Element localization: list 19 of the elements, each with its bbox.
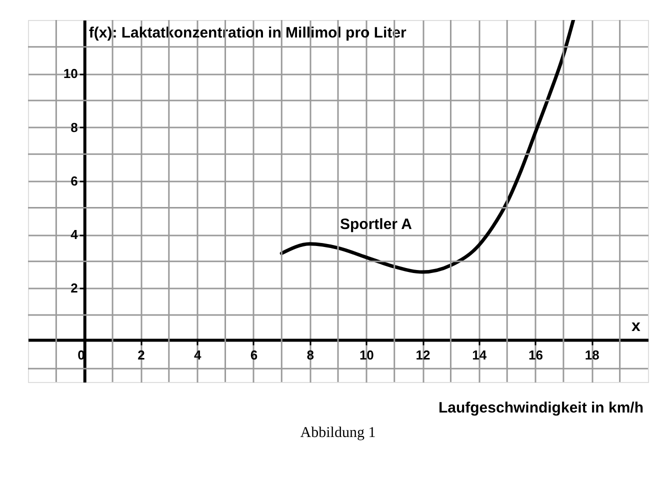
annotation: x	[632, 318, 641, 335]
x-tick-label: 8	[306, 347, 314, 362]
x-tick-label: 2	[138, 347, 145, 362]
y-tick-label: 10	[63, 66, 78, 82]
line-series	[280, 20, 576, 274]
series-label: Sportler A	[340, 216, 412, 233]
y-tick-label: 2	[70, 280, 78, 296]
x-tick-label: 4	[194, 347, 202, 362]
x-tick-label: 6	[250, 347, 258, 362]
x-tick-label: 10	[359, 347, 374, 362]
x-tick-label: 18	[584, 347, 600, 362]
x-axis-title: Laufgeschwindigkeit in km/h	[438, 400, 644, 416]
y-tick-label: 8	[70, 120, 78, 135]
x-tick-label: 16	[528, 347, 544, 362]
x-tick-label: 14	[472, 347, 488, 362]
y-tick-label: 6	[70, 173, 78, 188]
text: Abbildung 1	[300, 425, 376, 441]
x-tick-label: 12	[416, 347, 430, 362]
y-tick-label: 4	[70, 227, 79, 242]
